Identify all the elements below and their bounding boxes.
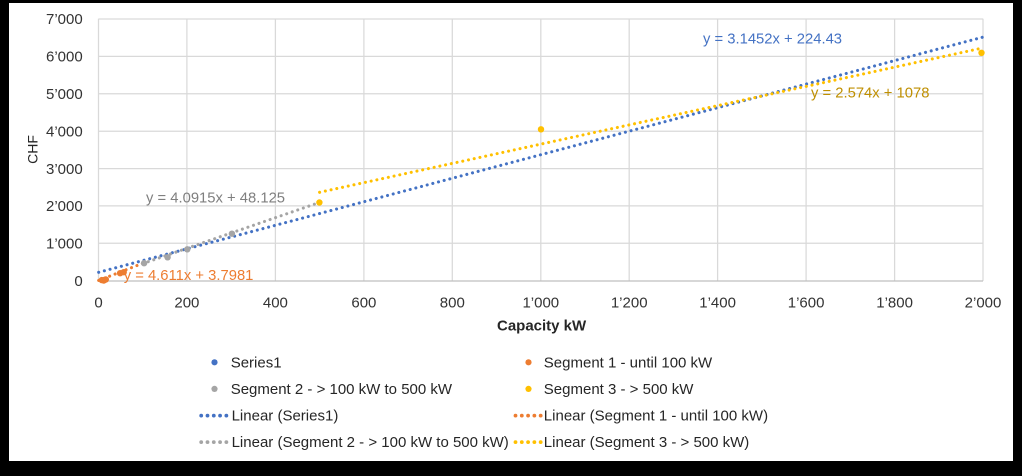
svg-text:1’200: 1’200 xyxy=(611,295,648,312)
svg-text:Segment 3 - > 500 kW: Segment 3 - > 500 kW xyxy=(544,381,694,398)
svg-text:Linear (Series1): Linear (Series1) xyxy=(232,407,339,424)
svg-text:Linear (Segment 2 - > 100 kW t: Linear (Segment 2 - > 100 kW to 500 kW) xyxy=(232,434,509,451)
svg-text:7’000: 7’000 xyxy=(46,11,83,28)
svg-text:Capacity kW: Capacity kW xyxy=(497,317,587,334)
svg-text:Linear (Segment 1 - until 100: Linear (Segment 1 - until 100 kW) xyxy=(544,407,768,424)
svg-text:1’400: 1’400 xyxy=(699,295,736,312)
svg-text:4’000: 4’000 xyxy=(46,123,83,140)
svg-text:6’000: 6’000 xyxy=(46,49,83,66)
svg-text:0: 0 xyxy=(74,273,82,290)
svg-text:3’000: 3’000 xyxy=(46,161,83,178)
svg-text:Segment 2 - > 100 kW to 500 kW: Segment 2 - > 100 kW to 500 kW xyxy=(231,381,453,398)
svg-text:2’000: 2’000 xyxy=(965,295,1002,312)
svg-text:1’000: 1’000 xyxy=(522,295,559,312)
svg-text:2’000: 2’000 xyxy=(46,198,83,215)
svg-text:Linear (Segment 3 - > 500 kW): Linear (Segment 3 - > 500 kW) xyxy=(544,434,750,451)
svg-text:1’800: 1’800 xyxy=(876,295,913,312)
svg-text:600: 600 xyxy=(351,295,376,312)
svg-text:Series1: Series1 xyxy=(231,355,282,372)
svg-text:CHF: CHF xyxy=(24,135,40,164)
svg-text:y = 2.574x + 1078: y = 2.574x + 1078 xyxy=(811,85,929,101)
svg-text:1’000: 1’000 xyxy=(46,236,83,253)
svg-text:5’000: 5’000 xyxy=(46,86,83,103)
svg-text:800: 800 xyxy=(440,295,465,312)
svg-text:400: 400 xyxy=(263,295,288,312)
svg-text:y = 4.0915x + 48.125: y = 4.0915x + 48.125 xyxy=(146,191,285,207)
svg-text:1’600: 1’600 xyxy=(788,295,825,312)
svg-text:0: 0 xyxy=(94,295,102,312)
svg-text:y = 4.611x + 3.7981: y = 4.611x + 3.7981 xyxy=(124,268,254,284)
svg-text:Segment 1 - until 100 kW: Segment 1 - until 100 kW xyxy=(544,355,713,372)
svg-text:y = 3.1452x + 224.43: y = 3.1452x + 224.43 xyxy=(703,31,842,47)
svg-text:200: 200 xyxy=(174,295,199,312)
